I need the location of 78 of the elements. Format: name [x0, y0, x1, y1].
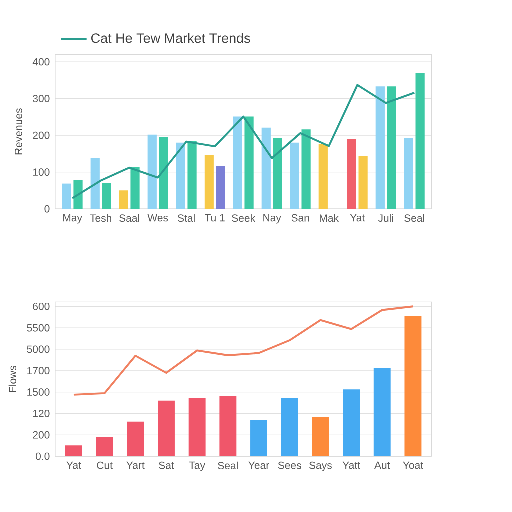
x-tick-label: Yoat: [403, 462, 424, 470]
bar: [220, 396, 237, 457]
x-tick-label: Mak: [320, 214, 340, 222]
y-tick-label: 300: [33, 95, 50, 102]
bar: [119, 190, 128, 210]
y-axis-title: Flows: [8, 366, 17, 392]
bar: [204, 155, 214, 210]
bar: [65, 446, 82, 457]
bar: [188, 141, 197, 210]
bar: [176, 142, 186, 210]
x-tick-label: Yatt: [342, 462, 360, 470]
bar: [273, 138, 282, 210]
bar: [347, 139, 356, 210]
bar: [387, 86, 396, 210]
bar: [188, 398, 206, 457]
x-tick-label: Seek: [232, 214, 256, 222]
bar: [404, 138, 414, 210]
text: 1700: [28, 367, 50, 375]
bar: [130, 167, 140, 210]
text: 600: [33, 302, 50, 310]
y-tick-label: 100: [33, 168, 50, 176]
bar: [74, 180, 83, 210]
y-axis-title: Revenues: [15, 108, 22, 155]
y-tick-label: 200: [33, 132, 50, 140]
bar: [244, 116, 254, 210]
line-series: [72, 84, 416, 200]
text: 5000: [27, 346, 50, 354]
bar: [318, 144, 328, 210]
bar: [216, 166, 226, 210]
x-tick-label: Nay: [264, 214, 282, 224]
y-tick-label: 0: [44, 205, 50, 213]
x-tick-label: Yart: [126, 462, 145, 470]
bar: [159, 137, 168, 210]
x-tick-label: Says: [309, 462, 332, 472]
x-tick-label: Seal: [218, 462, 238, 470]
x-tick-label: Yat: [350, 214, 366, 222]
bar: [96, 437, 114, 457]
text: 120: [33, 410, 50, 418]
x-tick-label: Sees: [278, 462, 302, 470]
bar: [102, 183, 112, 210]
bar: [376, 86, 385, 210]
x-tick-label: Stal: [178, 214, 195, 222]
x-tick-label: Year: [248, 462, 270, 470]
x-tick-label: Saal: [120, 214, 140, 222]
bar: [127, 422, 144, 457]
text: 0.0: [36, 452, 50, 460]
text: 5500: [27, 324, 50, 332]
x-tick-label: Juli: [378, 214, 394, 222]
bar: [374, 368, 391, 457]
bar: [302, 130, 311, 210]
bar: [281, 398, 298, 457]
bar: [358, 156, 368, 210]
bar: [290, 142, 300, 210]
bar: [250, 420, 268, 457]
legend-label: Cat He Tew Market Trends: [91, 33, 250, 44]
x-tick-label: San: [292, 214, 310, 222]
text: 1500: [28, 388, 50, 396]
bar: [404, 316, 422, 457]
x-tick-label: Cut: [97, 462, 113, 470]
x-tick-label: Tu 1: [205, 214, 225, 222]
x-tick-label: Tay: [189, 462, 206, 472]
x-tick-label: Seal: [404, 214, 424, 222]
x-tick-label: Yat: [66, 462, 82, 470]
x-tick-label: May: [64, 214, 82, 224]
bar: [148, 134, 157, 210]
bar: [90, 158, 100, 210]
x-tick-label: Tesh: [90, 214, 112, 222]
x-tick-label: Wes: [148, 214, 168, 222]
bar: [262, 128, 271, 210]
bar: [233, 116, 242, 210]
y-tick-label: 400: [32, 58, 50, 66]
bar: [416, 73, 425, 210]
x-tick-label: Aut: [374, 462, 390, 470]
bar: [343, 390, 360, 457]
bar: [312, 418, 330, 457]
bar: [158, 400, 175, 457]
x-tick-label: Sat: [159, 462, 174, 470]
bar: [62, 184, 72, 210]
